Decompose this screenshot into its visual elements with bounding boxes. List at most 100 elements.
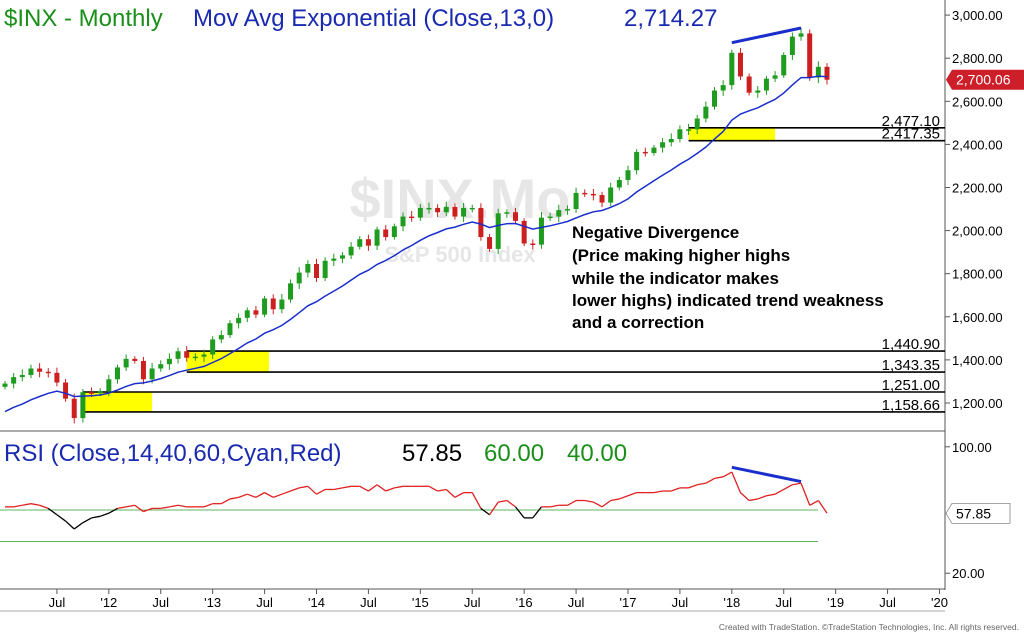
- level-label-1: 2,417.35: [882, 126, 940, 143]
- candle-body-75: [651, 147, 657, 154]
- rsi-label: RSI (Close,14,40,60,Cyan,Red): [4, 440, 342, 467]
- candle-body-19: [166, 358, 172, 365]
- price-divergence-line: [731, 26, 802, 45]
- candle-body-73: [634, 151, 640, 171]
- rsi-tick-label-0: 20.00: [952, 566, 985, 581]
- rsi-segment-44: [376, 484, 387, 492]
- rsi-upper-threshold: 60.00: [484, 440, 544, 467]
- rsi-segment-88: [757, 495, 767, 500]
- rsi-segment-28: [238, 493, 248, 498]
- rsi-segment-93: [800, 482, 811, 506]
- watermark-name: S&P 500 Index: [384, 242, 536, 267]
- rsi-segment-6: [47, 507, 58, 516]
- candle-body-88: [763, 78, 769, 91]
- candle-body-40: [348, 246, 354, 256]
- candle-body-48: [417, 207, 423, 218]
- level-label-0: 2,477.10: [882, 113, 940, 130]
- symbol-title: $INX - Monthly: [4, 5, 163, 32]
- rsi-current-value: 57.85: [402, 440, 462, 467]
- rsi-segment-3: [22, 503, 32, 506]
- rsi-segment-5: [39, 504, 49, 510]
- price-tick-label-3: 1,800.00: [952, 267, 1003, 282]
- rsi-segment-43: [368, 484, 378, 492]
- candle-body-49: [426, 207, 432, 210]
- candle-body-29: [253, 310, 259, 315]
- candle-body-4: [37, 368, 43, 372]
- time-tick-label-17: '20: [931, 595, 948, 610]
- candle-body-30: [262, 298, 268, 315]
- rsi-segment-4: [30, 503, 40, 506]
- rsi-segment-13: [108, 507, 118, 514]
- candle-body-53: [461, 207, 467, 217]
- candle-body-85: [737, 52, 743, 77]
- candle-body-1: [11, 377, 17, 384]
- rsi-segment-59: [506, 499, 516, 508]
- rsi-segment-33: [281, 490, 291, 495]
- rsi-tick-label-1: 100.00: [952, 440, 992, 455]
- time-tick-label-6: Jul: [360, 595, 377, 610]
- candle-body-17: [149, 368, 155, 380]
- support-zone-0: [688, 127, 776, 141]
- rsi-segment-15: [126, 504, 135, 508]
- candle-body-15: [132, 358, 138, 361]
- rsi-segment-89: [766, 493, 776, 497]
- candle-body-33: [288, 283, 294, 300]
- candle-body-22: [192, 356, 198, 359]
- rsi-segment-34: [290, 487, 300, 492]
- candle-body-31: [270, 298, 276, 310]
- candle-body-95: [824, 66, 830, 80]
- candle-body-47: [409, 216, 415, 219]
- rsi-segment-56: [480, 507, 490, 516]
- candle-body-59: [513, 212, 519, 221]
- rsi-segment-78: [671, 487, 681, 492]
- candle-body-10: [89, 392, 95, 394]
- rsi-segment-9: [73, 522, 84, 530]
- time-tick-label-11: '17: [620, 595, 637, 610]
- candle-body-14: [123, 358, 129, 368]
- annotation-line-2: (Price making higher highs: [572, 246, 790, 265]
- candle-body-46: [400, 216, 406, 227]
- time-tick-label-0: Jul: [49, 595, 66, 610]
- rsi-segment-29: [247, 493, 257, 498]
- candle-body-92: [798, 33, 804, 37]
- candle-body-32: [279, 299, 285, 310]
- rsi-segment-95: [817, 500, 828, 514]
- time-tick-label-1: '12: [100, 595, 117, 610]
- candle-body-26: [227, 323, 233, 336]
- rsi-last-value-label: 57.85: [956, 505, 991, 521]
- rsi-lower-threshold: 40.00: [567, 440, 627, 467]
- candle-body-65: [564, 209, 570, 211]
- candle-body-25: [218, 335, 224, 340]
- copyright-footer: Created with TradeStation. ©TradeStation…: [719, 622, 1019, 632]
- price-tick-label-7: 2,600.00: [952, 94, 1003, 109]
- time-tick-label-3: '13: [204, 595, 221, 610]
- candle-body-36: [313, 263, 319, 278]
- rsi-segment-68: [584, 499, 594, 503]
- candle-body-83: [720, 85, 726, 91]
- candle-body-12: [106, 379, 112, 392]
- rsi-segment-73: [627, 492, 637, 497]
- rsi-segment-60: [514, 506, 525, 519]
- candle-body-9: [80, 392, 86, 419]
- rsi-segment-37: [316, 488, 326, 495]
- rsi-segment-57: [489, 501, 499, 516]
- level-label-2: 1,440.90: [882, 336, 940, 353]
- rsi-segment-32: [273, 493, 283, 498]
- candle-body-61: [530, 243, 536, 246]
- rsi-segment-81: [697, 482, 706, 486]
- candle-body-81: [703, 106, 709, 119]
- time-tick-label-9: '16: [516, 595, 533, 610]
- candle-body-21: [184, 351, 190, 358]
- candle-body-69: [599, 195, 605, 203]
- rsi-segment-87: [749, 498, 758, 502]
- rsi-segment-51: [437, 488, 447, 492]
- time-tick-label-10: Jul: [568, 595, 585, 610]
- candle-body-72: [625, 170, 631, 180]
- annotation-line-3: while the indicator makes: [571, 269, 779, 288]
- candle-body-43: [374, 229, 380, 246]
- rsi-segment-52: [445, 488, 456, 498]
- level-label-5: 1,158.66: [882, 397, 940, 414]
- candle-body-7: [63, 382, 69, 399]
- ema-series-line: [4, 75, 828, 413]
